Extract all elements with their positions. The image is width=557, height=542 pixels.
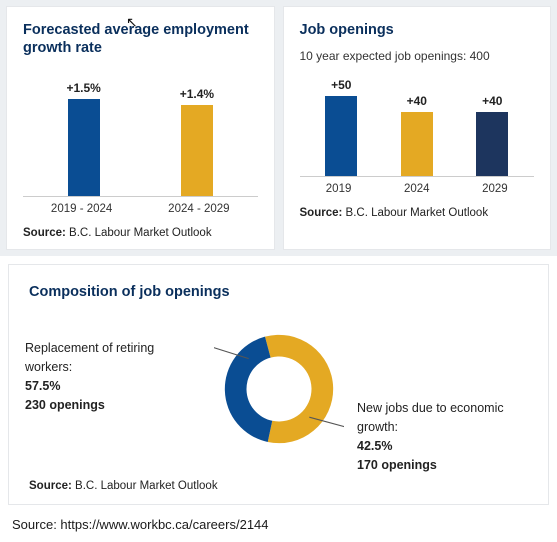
source-prefix: Source: [29, 480, 72, 492]
bar [401, 112, 433, 176]
openings-title: Job openings [300, 21, 535, 39]
composition-source: Source: B.C. Labour Market Outlook [29, 480, 528, 492]
source-text: B.C. Labour Market Outlook [69, 227, 212, 239]
bar-wrap: +40 [379, 69, 455, 176]
openings-card: Job openings 10 year expected job openin… [283, 6, 552, 250]
source-text: B.C. Labour Market Outlook [346, 207, 489, 219]
donut-label-left: Replacement of retiring workers: 57.5% 2… [25, 339, 200, 414]
source-text: B.C. Labour Market Outlook [75, 480, 218, 492]
bar-wrap: +40 [455, 69, 531, 176]
bar-value: +40 [407, 94, 427, 108]
growth-source: Source: B.C. Labour Market Outlook [23, 227, 258, 239]
bar-value: +50 [331, 78, 351, 92]
growth-x-labels: 2019 - 20242024 - 2029 [23, 203, 258, 215]
source-prefix: Source: [23, 227, 66, 239]
composition-title: Composition of job openings [29, 283, 528, 301]
donut-segment [264, 335, 332, 443]
donut-chart [214, 324, 344, 454]
growth-title: Forecasted average employment growth rat… [23, 21, 258, 57]
openings-x-labels: 201920242029 [300, 183, 535, 195]
seg0-pct: 57.5% [25, 377, 200, 396]
growth-card: Forecasted average employment growth rat… [6, 6, 275, 250]
composition-card: Composition of job openings Replacement … [8, 264, 549, 505]
bar-value: +40 [482, 94, 502, 108]
source-prefix: Source: [300, 207, 343, 219]
seg0-count: 230 openings [25, 396, 200, 415]
page-source: Source: https://www.workbc.ca/careers/21… [0, 513, 557, 538]
growth-bar-chart: +1.5% +1.4% [23, 67, 258, 197]
bar-value: +1.5% [66, 81, 100, 95]
donut-segment [224, 337, 271, 442]
top-row: Forecasted average employment growth rat… [0, 0, 557, 256]
seg1-label: New jobs due to economic growth: [357, 399, 532, 437]
donut-label-right: New jobs due to economic growth: 42.5% 1… [357, 399, 532, 474]
bar-value: +1.4% [180, 87, 214, 101]
bar [68, 99, 100, 196]
donut-area: Replacement of retiring workers: 57.5% 2… [29, 311, 528, 466]
x-label: 2024 - 2029 [140, 203, 257, 215]
bar [181, 105, 213, 196]
openings-subtext: 10 year expected job openings: 400 [300, 49, 535, 63]
openings-bar-chart: +50 +40 +40 [300, 69, 535, 177]
bar-wrap: +1.5% [27, 67, 140, 196]
bar [476, 112, 508, 176]
x-label: 2019 - 2024 [23, 203, 140, 215]
x-label: 2024 [378, 183, 456, 195]
x-label: 2019 [300, 183, 378, 195]
bar-wrap: +50 [304, 69, 380, 176]
bar-wrap: +1.4% [140, 67, 253, 196]
seg0-label: Replacement of retiring workers: [25, 339, 200, 377]
seg1-count: 170 openings [357, 456, 532, 475]
bar [325, 96, 357, 176]
openings-source: Source: B.C. Labour Market Outlook [300, 207, 535, 219]
seg1-pct: 42.5% [357, 437, 532, 456]
x-label: 2029 [456, 183, 534, 195]
